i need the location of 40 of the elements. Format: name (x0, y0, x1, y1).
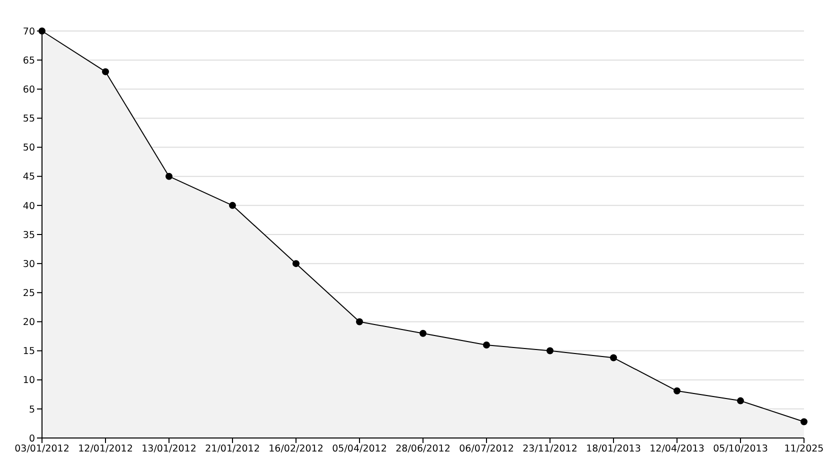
x-tick-label: 12/01/2012 (78, 444, 133, 455)
point (674, 387, 680, 394)
x-tick-label: 03/01/2012 (14, 444, 70, 455)
point (102, 68, 109, 76)
point (356, 318, 363, 326)
y-tick-label: 25 (22, 288, 35, 300)
x-tick-label: 23/11/2012 (522, 444, 578, 455)
x-tick-label: 06/07/2012 (459, 444, 514, 455)
point (737, 397, 744, 404)
y-tick-label: 0 (28, 433, 35, 444)
point (800, 418, 808, 426)
point (292, 260, 300, 268)
x-tick-label: 12/04/2013 (650, 444, 704, 455)
point (610, 354, 617, 362)
y-tick-label: 10 (22, 375, 35, 386)
y-tick-label: 65 (22, 55, 35, 66)
x-tick-label: 11/2025 (784, 444, 824, 455)
point (229, 202, 236, 209)
x-tick-label: 05/10/2013 (713, 444, 768, 455)
x-tick-label: 18/01/2013 (586, 444, 641, 455)
point (546, 347, 554, 354)
point (420, 330, 426, 337)
x-tick-label: 05/04/2012 (332, 444, 387, 455)
y-tick-label: 20 (22, 317, 35, 328)
y-tick-label: 60 (22, 84, 35, 96)
y-tick-label: 40 (22, 200, 35, 212)
y-tick-label: 15 (22, 346, 35, 358)
x-tick-label: 28/06/2012 (396, 444, 450, 455)
y-tick-label: 50 (22, 142, 35, 154)
y-tick-label: 45 (22, 172, 35, 183)
point (166, 172, 172, 180)
y-tick-label: 70 (22, 26, 35, 38)
y-tick-label: 35 (22, 230, 35, 241)
y-tick-label: 30 (22, 258, 35, 270)
point (483, 341, 490, 348)
x-tick-label: 16/02/2012 (268, 444, 324, 455)
x-tick-label: 21/01/2012 (205, 444, 260, 455)
x-tick-label: 13/01/2012 (142, 444, 196, 455)
y-tick-label: 5 (28, 404, 35, 416)
y-tick-label: 55 (22, 114, 35, 125)
